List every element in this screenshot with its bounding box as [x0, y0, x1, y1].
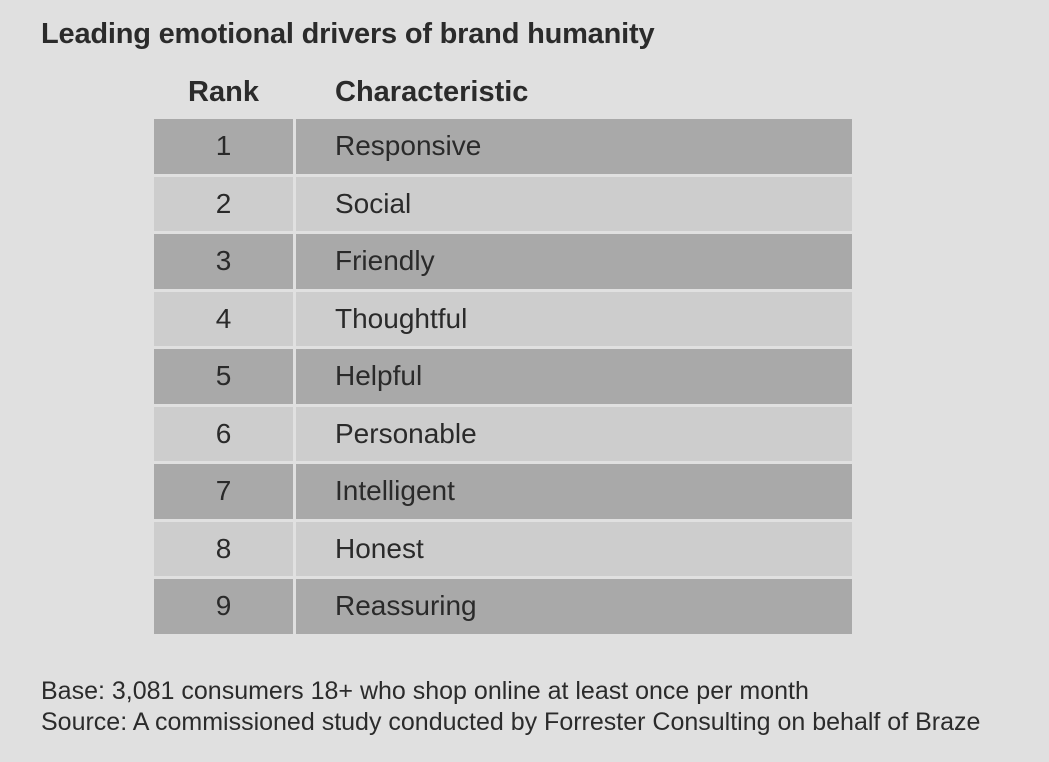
- base-note: Base: 3,081 consumers 18+ who shop onlin…: [41, 677, 809, 705]
- characteristic-cell: Thoughtful: [296, 291, 852, 346]
- table-row: 5 Helpful: [154, 349, 852, 404]
- characteristic-cell: Friendly: [296, 234, 852, 289]
- rank-cell: 5: [154, 349, 293, 404]
- rank-cell: 7: [154, 464, 293, 519]
- table-row: 3 Friendly: [154, 234, 852, 289]
- table-row: 7 Intelligent: [154, 464, 852, 519]
- characteristic-cell: Helpful: [296, 349, 852, 404]
- table-row: 1 Responsive: [154, 119, 852, 174]
- chart-title: Leading emotional drivers of brand human…: [41, 18, 655, 50]
- rank-cell: 8: [154, 521, 293, 576]
- rank-cell: 2: [154, 176, 293, 231]
- characteristic-cell: Honest: [296, 521, 852, 576]
- column-header-characteristic: Characteristic: [335, 76, 529, 108]
- table-row: 2 Social: [154, 176, 852, 231]
- column-header-rank: Rank: [188, 76, 259, 108]
- ranking-table: 1 Responsive 2 Social 3 Friendly 4 Thoug…: [154, 119, 852, 634]
- rank-cell: 4: [154, 291, 293, 346]
- table-row: 9 Reassuring: [154, 579, 852, 634]
- characteristic-cell: Reassuring: [296, 579, 852, 634]
- rank-cell: 6: [154, 406, 293, 461]
- rank-cell: 3: [154, 234, 293, 289]
- source-note: Source: A commissioned study conducted b…: [41, 708, 981, 736]
- characteristic-cell: Intelligent: [296, 464, 852, 519]
- characteristic-cell: Responsive: [296, 119, 852, 174]
- rank-cell: 1: [154, 119, 293, 174]
- table-row: 6 Personable: [154, 406, 852, 461]
- table-row: 4 Thoughtful: [154, 291, 852, 346]
- characteristic-cell: Personable: [296, 406, 852, 461]
- table-row: 8 Honest: [154, 521, 852, 576]
- rank-cell: 9: [154, 579, 293, 634]
- characteristic-cell: Social: [296, 176, 852, 231]
